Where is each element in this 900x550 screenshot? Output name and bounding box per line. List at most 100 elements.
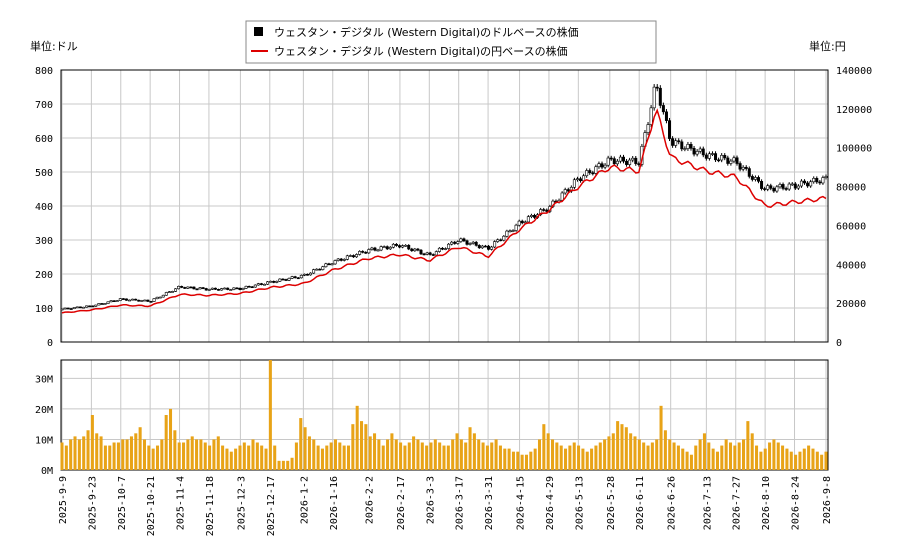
candle-body — [422, 253, 426, 256]
candle-body — [450, 241, 454, 245]
volume-bar — [720, 445, 724, 470]
candle-body — [671, 138, 675, 146]
candle-body — [124, 298, 128, 301]
volume-bar — [403, 445, 407, 470]
candle-body — [474, 241, 478, 246]
volume-bar — [520, 454, 524, 470]
volume-bar — [459, 439, 463, 470]
volume-bar — [360, 421, 364, 470]
candle-body — [312, 269, 316, 274]
left-unit-label: 単位:ドル — [30, 39, 78, 53]
price-panel — [60, 69, 829, 343]
volume-bar — [377, 439, 381, 470]
x-tick-label: 2026-8-24 — [791, 476, 802, 530]
volume-bar — [759, 451, 763, 470]
price-panel-frame — [60, 69, 829, 343]
volume-bar — [407, 442, 411, 470]
candle-body — [259, 283, 263, 285]
legend-marker-usd — [254, 27, 263, 36]
volume-bar — [138, 427, 142, 470]
volume-bar — [264, 448, 268, 470]
candle-body — [738, 163, 742, 170]
candle-body — [477, 245, 481, 249]
candle-body — [232, 287, 236, 290]
candle-body — [60, 308, 64, 311]
volume-bar — [320, 448, 324, 470]
candle-body — [183, 287, 187, 289]
volume-bar — [77, 439, 81, 470]
candle-body — [796, 185, 800, 189]
candle-body — [177, 286, 181, 290]
volume-bar — [611, 433, 615, 470]
volume-bar — [268, 360, 272, 470]
x-tick-label: 2026-6-26 — [667, 476, 678, 530]
x-tick-label: 2026-2-2 — [364, 476, 375, 524]
volume-bar — [685, 451, 689, 470]
candle-body — [747, 168, 751, 177]
candle-body — [198, 287, 202, 290]
candle-body — [508, 230, 512, 233]
volume-bar — [485, 445, 489, 470]
volume-bar — [273, 445, 277, 470]
volume-bar — [559, 445, 563, 470]
volume-bar — [694, 445, 698, 470]
left-tick-label: 500 — [35, 168, 53, 179]
candle-body — [790, 183, 794, 186]
volume-bar — [247, 445, 251, 470]
candle-body — [373, 247, 377, 251]
volume-bar — [342, 445, 346, 470]
volume-bar — [555, 442, 559, 470]
volume-bar — [464, 442, 468, 470]
left-tick-label: 800 — [35, 66, 53, 77]
volume-bar — [768, 442, 772, 470]
candle-body — [195, 288, 199, 291]
candle-body — [775, 186, 779, 192]
left-tick-label: 0 — [47, 338, 53, 349]
candle-body — [164, 292, 168, 296]
volume-bar — [698, 439, 702, 470]
x-tick-label: 2025-10-21 — [146, 476, 157, 536]
volume-bar — [355, 405, 359, 470]
volume-bar — [125, 439, 129, 470]
candle-body — [85, 305, 89, 308]
volume-bar — [629, 433, 633, 470]
volume-bar — [177, 442, 181, 470]
candle-body — [278, 278, 282, 282]
volume-bar — [477, 439, 481, 470]
volume-tick-label: 20M — [35, 405, 53, 416]
candle-body — [91, 305, 95, 308]
candle-body — [686, 144, 690, 149]
candle-body — [155, 296, 159, 300]
candle-body — [772, 188, 776, 192]
volume-bar — [577, 445, 581, 470]
volume-bar — [364, 424, 368, 470]
candle-body — [545, 209, 549, 212]
volume-bar — [494, 439, 498, 470]
volume-bar — [151, 448, 155, 470]
volume-bar — [169, 408, 173, 470]
candle-body — [210, 287, 214, 290]
candle-body — [486, 245, 490, 250]
volume-bar — [681, 448, 685, 470]
candle-body — [364, 251, 368, 254]
candle-body — [597, 163, 601, 168]
candle-body — [600, 163, 604, 168]
x-tick-label: 2026-3-17 — [455, 476, 466, 530]
volume-tick-label: 0M — [41, 466, 53, 477]
candle-body — [652, 86, 656, 109]
candle-body — [379, 246, 383, 251]
candle-body — [579, 178, 583, 182]
volume-bar — [160, 439, 164, 470]
candle-body — [413, 248, 417, 252]
x-tick-label: 2025-12-17 — [266, 476, 277, 536]
volume-bar — [442, 445, 446, 470]
candle-body — [226, 287, 230, 290]
candle-body — [103, 303, 107, 305]
candle-body — [189, 286, 193, 289]
candle-body — [710, 153, 714, 155]
candle-body — [766, 185, 770, 190]
volume-bar — [142, 439, 146, 470]
candle-body — [824, 176, 828, 178]
candle-body — [683, 148, 687, 150]
x-tick-label: 2025-9-9 — [58, 476, 69, 524]
